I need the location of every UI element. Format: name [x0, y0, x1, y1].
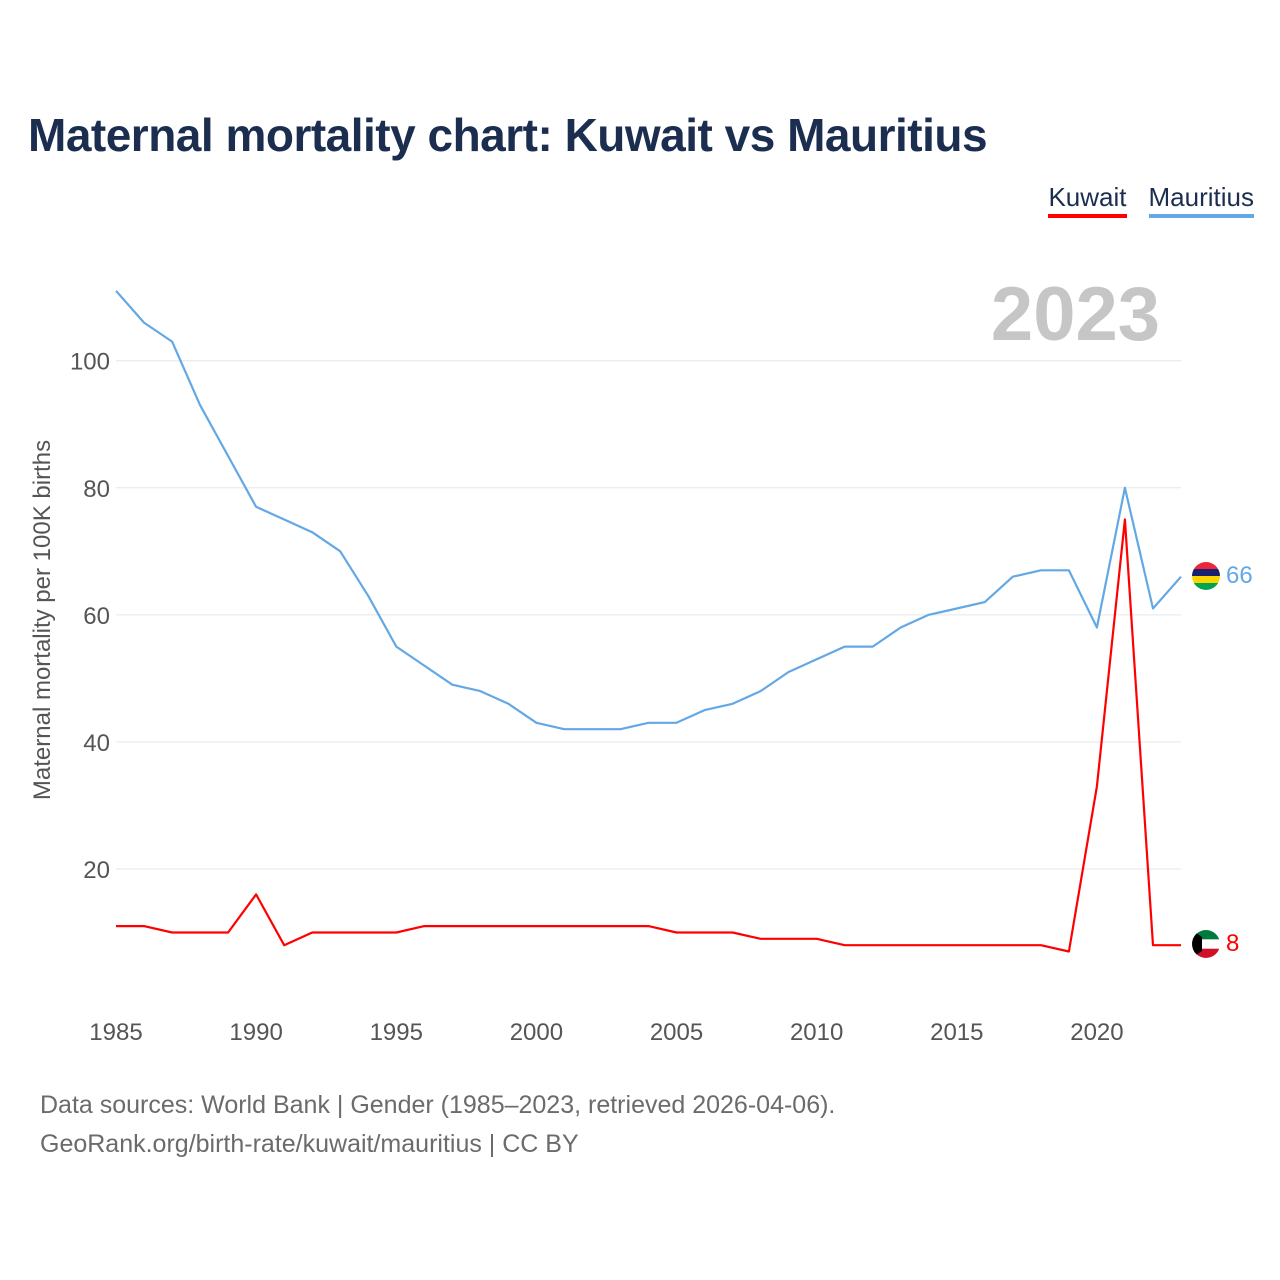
x-tick-label: 1990 — [229, 1019, 282, 1046]
x-tick-label: 2015 — [930, 1019, 983, 1046]
y-tick-label: 80 — [83, 476, 110, 503]
y-tick-label: 40 — [83, 730, 110, 757]
x-tick-label: 1985 — [89, 1019, 142, 1046]
legend-item-mauritius[interactable]: Mauritius — [1148, 182, 1254, 218]
x-tick-label: 2010 — [790, 1019, 843, 1046]
flag-kuwait-icon — [1192, 930, 1220, 958]
y-tick-label: 100 — [70, 349, 110, 376]
year-watermark: 2023 — [991, 272, 1160, 357]
x-tick-label: 2005 — [650, 1019, 703, 1046]
footer: Data sources: World Bank | Gender (1985–… — [40, 1086, 835, 1164]
chart-title: Maternal mortality chart: Kuwait vs Maur… — [28, 109, 988, 161]
credit-text[interactable]: GeoRank.org/birth-rate/kuwait/mauritius … — [40, 1130, 579, 1158]
y-axis-label: Maternal mortality per 100K births — [29, 440, 56, 800]
end-value-mauritius: 66 — [1226, 562, 1253, 589]
y-tick-label: 20 — [83, 857, 110, 884]
line-chart: 20 40 60 80 100 1985 1990 1995 2000 2005 2010 2015 2… — [29, 272, 1253, 1046]
legend: Kuwait Mauritius — [1048, 182, 1254, 218]
series-line-kuwait[interactable] — [116, 518, 1181, 953]
end-value-kuwait: 8 — [1226, 930, 1239, 957]
x-tick-label: 1995 — [370, 1019, 423, 1046]
series-line-mauritius[interactable] — [115, 290, 1182, 731]
legend-item-kuwait[interactable]: Kuwait — [1048, 182, 1127, 218]
data-source-text: Data sources: World Bank | Gender (1985–… — [40, 1091, 836, 1119]
x-tick-label: 2000 — [510, 1019, 563, 1046]
flag-mauritius-icon — [1192, 562, 1220, 590]
x-tick-label: 2020 — [1070, 1019, 1123, 1046]
y-tick-label: 60 — [83, 603, 110, 630]
